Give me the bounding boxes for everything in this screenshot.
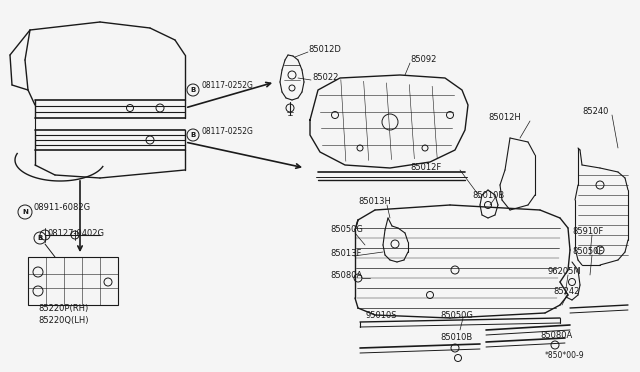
Text: 85220Q(LH): 85220Q(LH) [38, 315, 88, 324]
Text: 85242: 85242 [553, 288, 579, 296]
Text: B: B [190, 87, 196, 93]
Text: 85012H: 85012H [488, 113, 521, 122]
Text: N: N [22, 209, 28, 215]
Text: 08117-0252G: 08117-0252G [202, 81, 254, 90]
Text: 95010S: 95010S [365, 311, 397, 320]
Text: 85013H: 85013H [358, 198, 391, 206]
Text: 85012D: 85012D [308, 45, 341, 55]
Text: B: B [190, 132, 196, 138]
Text: 08127-0402G: 08127-0402G [48, 230, 105, 238]
Text: 96205M: 96205M [548, 267, 582, 276]
Text: 08117-0252G: 08117-0252G [202, 126, 254, 135]
Text: *850*00-9: *850*00-9 [545, 352, 584, 360]
Text: 85050F: 85050F [572, 247, 604, 257]
Text: 85092: 85092 [410, 55, 436, 64]
Text: 85220P(RH): 85220P(RH) [38, 304, 88, 312]
Text: 85080A: 85080A [540, 330, 572, 340]
Text: 85910F: 85910F [572, 228, 604, 237]
Text: 08911-6082G: 08911-6082G [34, 203, 91, 212]
Text: 85010B: 85010B [472, 190, 504, 199]
Bar [28, 257, 118, 305]
Text: 85010B: 85010B [440, 333, 472, 341]
Text: 85012F: 85012F [410, 164, 441, 173]
Text: 85050G: 85050G [440, 311, 473, 320]
Text: B: B [37, 235, 43, 241]
Text: 85013F: 85013F [330, 248, 362, 257]
Text: 85080A: 85080A [330, 270, 362, 279]
Text: 85022: 85022 [312, 74, 339, 83]
Text: 85050G: 85050G [330, 225, 363, 234]
Text: 85240: 85240 [582, 108, 609, 116]
